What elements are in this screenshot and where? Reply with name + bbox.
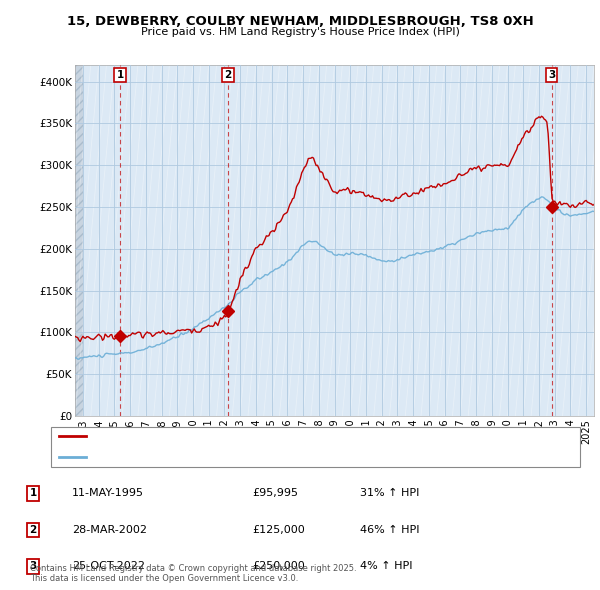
Text: HPI: Average price, detached house, Middlesbrough: HPI: Average price, detached house, Midd… <box>97 452 349 461</box>
Text: 2: 2 <box>224 70 232 80</box>
Text: £95,995: £95,995 <box>252 489 298 498</box>
Text: 28-MAR-2002: 28-MAR-2002 <box>72 525 147 535</box>
FancyBboxPatch shape <box>50 427 580 467</box>
Text: 25-OCT-2022: 25-OCT-2022 <box>72 562 145 571</box>
Text: Price paid vs. HM Land Registry's House Price Index (HPI): Price paid vs. HM Land Registry's House … <box>140 27 460 37</box>
Text: 15, DEWBERRY, COULBY NEWHAM, MIDDLESBROUGH, TS8 0XH (detached house): 15, DEWBERRY, COULBY NEWHAM, MIDDLESBROU… <box>97 431 495 441</box>
Text: 1: 1 <box>116 70 124 80</box>
Text: 4% ↑ HPI: 4% ↑ HPI <box>360 562 413 571</box>
Text: 2: 2 <box>29 525 37 535</box>
Bar <box>75 65 83 416</box>
Text: £125,000: £125,000 <box>252 525 305 535</box>
Text: 3: 3 <box>29 562 37 571</box>
Text: 11-MAY-1995: 11-MAY-1995 <box>72 489 144 498</box>
Text: 31% ↑ HPI: 31% ↑ HPI <box>360 489 419 498</box>
Text: 3: 3 <box>548 70 556 80</box>
Text: 46% ↑ HPI: 46% ↑ HPI <box>360 525 419 535</box>
Text: 15, DEWBERRY, COULBY NEWHAM, MIDDLESBROUGH, TS8 0XH: 15, DEWBERRY, COULBY NEWHAM, MIDDLESBROU… <box>67 15 533 28</box>
Text: Contains HM Land Registry data © Crown copyright and database right 2025.
This d: Contains HM Land Registry data © Crown c… <box>30 563 356 583</box>
Text: 1: 1 <box>29 489 37 498</box>
Text: £250,000: £250,000 <box>252 562 305 571</box>
